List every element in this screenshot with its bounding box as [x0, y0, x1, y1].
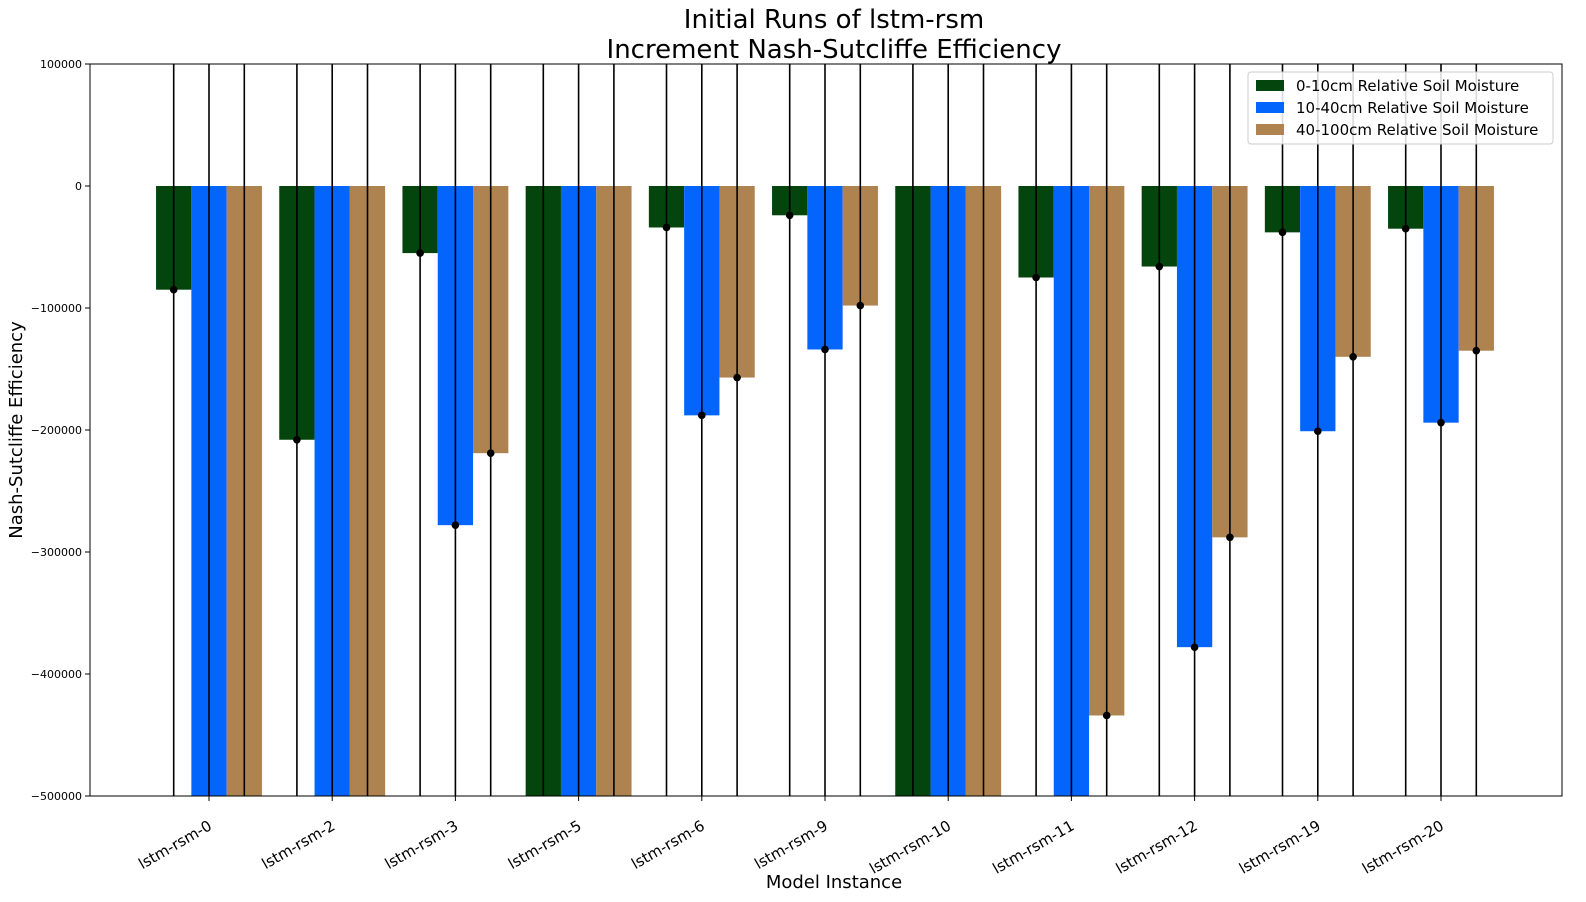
y-tick-label: −500000: [31, 790, 82, 803]
data-point: [451, 521, 460, 529]
data-point: [1190, 643, 1199, 651]
legend-swatch: [1256, 80, 1284, 91]
x-tick-label: lstm-rsm-6: [628, 817, 708, 873]
x-tick-label: lstm-rsm-9: [751, 817, 831, 873]
chart-subtitle: Increment Nash-Sutcliffe Efficiency: [607, 35, 1062, 65]
legend-swatch: [1256, 102, 1284, 113]
y-axis-label: Nash-Sutcliffe Efficiency: [6, 321, 27, 539]
legend-entry-label: 10-40cm Relative Soil Moisture: [1296, 99, 1529, 117]
data-point: [698, 411, 706, 420]
data-point: [856, 301, 865, 310]
data-point: [785, 211, 794, 220]
data-point: [1314, 427, 1322, 436]
x-tick-label: lstm-rsm-2: [259, 817, 339, 873]
data-point: [293, 435, 301, 444]
x-tick-label: lstm-rsm-3: [382, 817, 462, 873]
x-tick-label: lstm-rsm-20: [1359, 817, 1447, 878]
x-axis-label: Model Instance: [766, 872, 902, 893]
x-tick-label: lstm-rsm-12: [1113, 817, 1201, 878]
legend-box: [1247, 71, 1554, 145]
data-point: [1437, 418, 1445, 427]
y-tick-label: −400000: [31, 668, 82, 681]
data-point: [1278, 228, 1287, 237]
plot-area: 100000 0 −100000 −200000 −300000 −400000 −5000…: [31, 58, 1563, 878]
legend-swatch: [1256, 124, 1284, 135]
data-point: [1102, 711, 1111, 720]
x-tick-label: lstm-rsm-19: [1236, 817, 1324, 878]
x-tick-label: lstm-rsm-11: [990, 817, 1078, 878]
data-point: [821, 345, 829, 354]
legend-entry-label: 0-10cm Relative Soil Moisture: [1296, 77, 1519, 95]
data-point: [1032, 273, 1040, 282]
data-point: [486, 449, 495, 457]
data-point: [416, 249, 424, 257]
legend: 0-10cm Relative Soil Moisture 10-40cm Rel…: [1247, 71, 1554, 145]
x-tick-label: lstm-rsm-5: [505, 817, 585, 873]
data-point: [1401, 224, 1410, 233]
data-point: [733, 373, 741, 382]
x-tick-label: lstm-rsm-0: [135, 817, 215, 873]
y-tick-label: 0: [75, 180, 82, 193]
y-tick-label: −100000: [31, 302, 82, 315]
y-tick-label: 100000: [40, 58, 82, 71]
data-point: [662, 223, 671, 232]
data-point: [1349, 353, 1357, 361]
y-tick-label: −200000: [31, 424, 82, 437]
y-tick-label: −300000: [31, 546, 82, 559]
x-tick-label: lstm-rsm-10: [866, 817, 954, 878]
data-point: [1472, 346, 1481, 355]
chart-title: Initial Runs of lstm-rsm: [684, 5, 984, 35]
data-point: [1226, 533, 1234, 542]
data-point: [169, 285, 178, 294]
data-point: [1155, 262, 1164, 271]
legend-entry-label: 40-100cm Relative Soil Moisture: [1296, 121, 1538, 139]
